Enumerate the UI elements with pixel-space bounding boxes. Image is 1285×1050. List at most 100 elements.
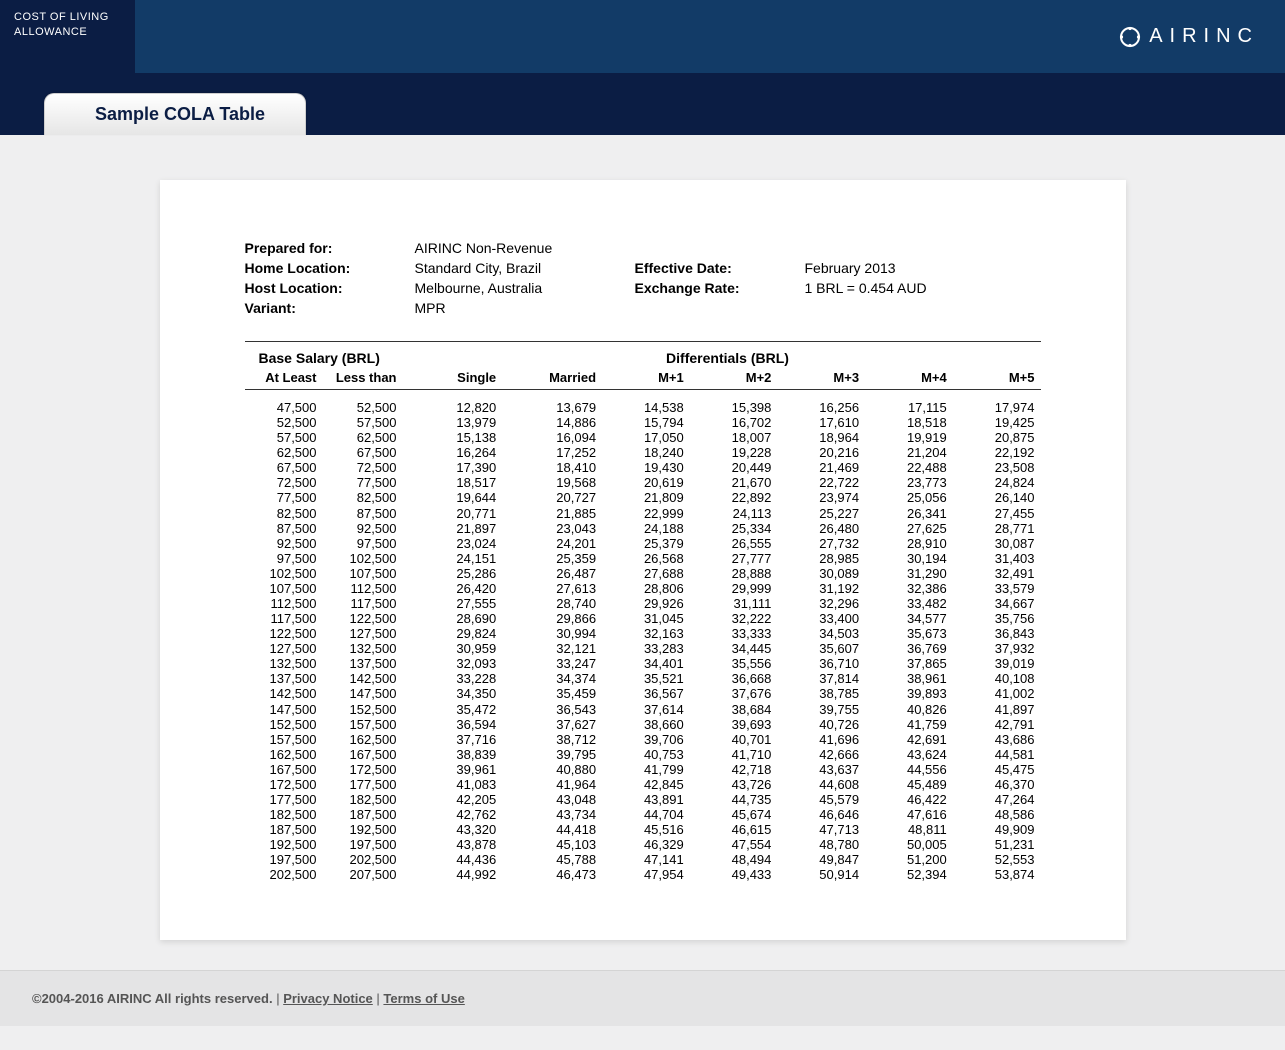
app-header: COST OF LIVING ALLOWANCE AIRINC xyxy=(0,0,1285,73)
cola-table-body: 47,50052,50012,82013,67914,53815,39816,2… xyxy=(245,390,1041,883)
table-row: 87,50092,50021,89723,04324,18825,33426,4… xyxy=(245,521,1041,536)
table-cell: 38,712 xyxy=(502,732,602,747)
table-cell: 17,050 xyxy=(602,430,690,445)
table-cell: 39,693 xyxy=(690,717,778,732)
content-canvas: Prepared for: AIRINC Non-Revenue Home Lo… xyxy=(0,135,1285,970)
table-cell: 36,668 xyxy=(690,671,778,686)
table-cell: 182,500 xyxy=(245,807,323,822)
table-cell: 77,500 xyxy=(323,475,415,490)
table-cell: 32,222 xyxy=(690,611,778,626)
table-cell: 132,500 xyxy=(323,641,415,656)
table-cell: 43,624 xyxy=(865,747,953,762)
table-cell: 36,594 xyxy=(415,717,503,732)
table-cell: 31,045 xyxy=(602,611,690,626)
table-cell: 33,228 xyxy=(415,671,503,686)
table-cell: 47,141 xyxy=(602,852,690,867)
table-row: 197,500202,50044,43645,78847,14148,49449… xyxy=(245,852,1041,867)
table-cell: 40,701 xyxy=(690,732,778,747)
table-cell: 47,616 xyxy=(865,807,953,822)
table-cell: 24,151 xyxy=(415,551,503,566)
page-footer: ©2004-2016 AIRINC All rights reserved. |… xyxy=(0,970,1285,1026)
tab-sample-cola-table[interactable]: Sample COLA Table xyxy=(44,93,306,135)
table-cell: 42,845 xyxy=(602,777,690,792)
table-cell: 107,500 xyxy=(245,581,323,596)
table-cell: 24,824 xyxy=(953,475,1041,490)
table-row: 152,500157,50036,59437,62738,66039,69340… xyxy=(245,717,1041,732)
table-row: 112,500117,50027,55528,74029,92631,11132… xyxy=(245,596,1041,611)
col-header: M+2 xyxy=(690,368,778,390)
table-cell: 162,500 xyxy=(323,732,415,747)
table-cell: 16,264 xyxy=(415,445,503,460)
table-cell: 62,500 xyxy=(245,445,323,460)
table-cell: 28,690 xyxy=(415,611,503,626)
table-cell: 43,637 xyxy=(777,762,865,777)
table-cell: 112,500 xyxy=(245,596,323,611)
table-cell: 35,472 xyxy=(415,702,503,717)
table-cell: 46,329 xyxy=(602,837,690,852)
table-cell: 152,500 xyxy=(323,702,415,717)
brand-text: AIRINC xyxy=(1149,25,1259,48)
table-cell: 23,508 xyxy=(953,460,1041,475)
table-cell: 31,192 xyxy=(777,581,865,596)
table-cell: 92,500 xyxy=(245,536,323,551)
table-cell: 26,568 xyxy=(602,551,690,566)
table-cell: 29,824 xyxy=(415,626,503,641)
table-cell: 39,795 xyxy=(502,747,602,762)
table-cell: 192,500 xyxy=(323,822,415,837)
table-cell: 25,227 xyxy=(777,506,865,521)
table-row: 172,500177,50041,08341,96442,84543,72644… xyxy=(245,777,1041,792)
effective-date-value: February 2013 xyxy=(805,260,995,276)
table-cell: 33,400 xyxy=(777,611,865,626)
table-cell: 44,608 xyxy=(777,777,865,792)
terms-of-use-link[interactable]: Terms of Use xyxy=(383,991,464,1006)
prepared-for-label: Prepared for: xyxy=(245,240,415,256)
table-cell: 34,667 xyxy=(953,596,1041,611)
table-cell: 177,500 xyxy=(323,777,415,792)
table-row: 52,50057,50013,97914,88615,79416,70217,6… xyxy=(245,415,1041,430)
table-cell: 45,674 xyxy=(690,807,778,822)
table-cell: 25,379 xyxy=(602,536,690,551)
table-cell: 50,005 xyxy=(865,837,953,852)
table-cell: 39,893 xyxy=(865,686,953,701)
table-cell: 40,753 xyxy=(602,747,690,762)
globe-icon xyxy=(1119,26,1141,48)
table-cell: 122,500 xyxy=(245,626,323,641)
table-cell: 19,568 xyxy=(502,475,602,490)
table-cell: 41,897 xyxy=(953,702,1041,717)
table-row: 62,50067,50016,26417,25218,24019,22820,2… xyxy=(245,445,1041,460)
table-cell: 187,500 xyxy=(245,822,323,837)
table-cell: 39,706 xyxy=(602,732,690,747)
meta-divider xyxy=(245,341,1041,342)
table-row: 97,500102,50024,15125,35926,56827,77728,… xyxy=(245,551,1041,566)
table-cell: 46,646 xyxy=(777,807,865,822)
table-cell: 44,418 xyxy=(502,822,602,837)
table-cell: 18,240 xyxy=(602,445,690,460)
table-cell: 32,491 xyxy=(953,566,1041,581)
table-cell: 52,394 xyxy=(865,867,953,882)
table-cell: 27,777 xyxy=(690,551,778,566)
table-cell: 127,500 xyxy=(245,641,323,656)
table-cell: 14,886 xyxy=(502,415,602,430)
table-cell: 28,910 xyxy=(865,536,953,551)
table-cell: 41,964 xyxy=(502,777,602,792)
col-header: Less than xyxy=(323,368,415,390)
table-cell: 182,500 xyxy=(323,792,415,807)
table-cell: 36,543 xyxy=(502,702,602,717)
report-paper: Prepared for: AIRINC Non-Revenue Home Lo… xyxy=(160,180,1126,940)
table-row: 72,50077,50018,51719,56820,61921,67022,7… xyxy=(245,475,1041,490)
table-cell: 34,350 xyxy=(415,686,503,701)
table-cell: 137,500 xyxy=(245,671,323,686)
table-cell: 20,727 xyxy=(502,490,602,505)
table-cell: 97,500 xyxy=(323,536,415,551)
table-cell: 18,007 xyxy=(690,430,778,445)
table-row: 122,500127,50029,82430,99432,16333,33334… xyxy=(245,626,1041,641)
table-cell: 38,961 xyxy=(865,671,953,686)
col-header: M+4 xyxy=(865,368,953,390)
table-row: 77,50082,50019,64420,72721,80922,89223,9… xyxy=(245,490,1041,505)
privacy-notice-link[interactable]: Privacy Notice xyxy=(283,991,373,1006)
table-cell: 24,201 xyxy=(502,536,602,551)
table-cell: 35,556 xyxy=(690,656,778,671)
table-cell: 167,500 xyxy=(323,747,415,762)
variant-label: Variant: xyxy=(245,300,415,316)
table-cell: 24,113 xyxy=(690,506,778,521)
